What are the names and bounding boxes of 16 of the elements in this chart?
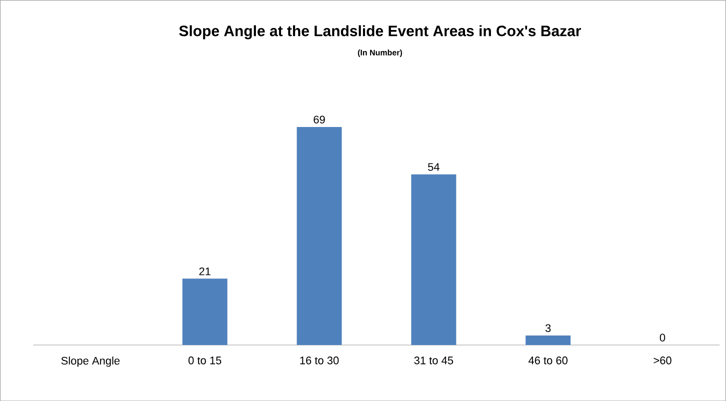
data-label: 21 <box>199 267 210 276</box>
x-tick-label: Slope Angle <box>61 356 120 367</box>
bar <box>526 335 571 345</box>
bar <box>296 126 342 345</box>
bar <box>411 174 456 345</box>
chart-title: Slope Angle at the Landslide Event Areas in Cox's Bazar <box>179 25 582 40</box>
data-label: 3 <box>545 324 551 332</box>
data-label: 69 <box>314 116 325 124</box>
bar <box>182 278 228 345</box>
x-tick-label: 16 to 30 <box>300 356 339 364</box>
x-tick-label: 46 to 60 <box>528 356 568 364</box>
x-tick-label: >60 <box>654 356 672 364</box>
data-label: 54 <box>428 163 440 171</box>
x-tick-label: 31 to 45 <box>414 356 454 364</box>
x-tick-label: 0 to 15 <box>188 356 222 364</box>
data-label: 0 <box>660 334 666 342</box>
